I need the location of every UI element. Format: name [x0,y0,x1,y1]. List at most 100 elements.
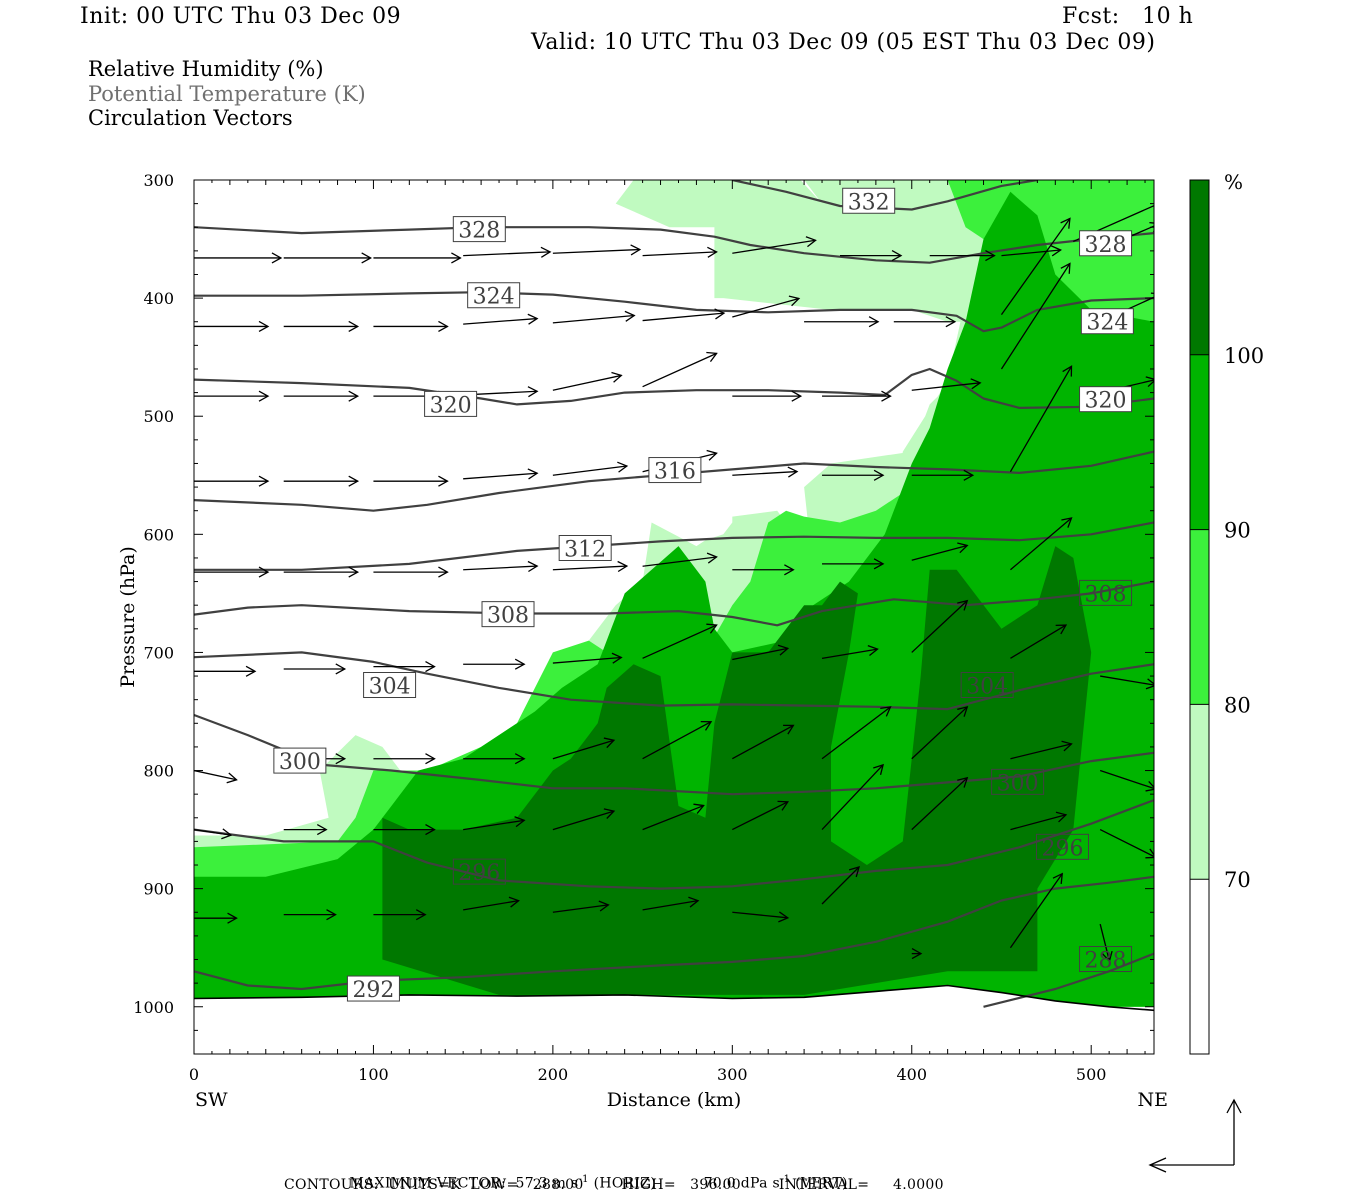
y-tick-label: 700 [143,643,174,662]
theta-contour-308 [194,580,1154,627]
circulation-vector [373,824,436,836]
circulation-vector [911,706,969,760]
contour-label-312: 312 [558,534,612,562]
x-tick-label: 0 [189,1065,199,1084]
theta-contour-312 [194,521,1154,571]
circulation-vector [373,252,462,264]
circulation-vector [1100,675,1154,690]
svg-text:304: 304 [966,675,1008,700]
theta-contour-304 [194,651,1154,711]
circulation-vector [642,720,713,760]
contour-label-304: 304 [363,672,417,700]
circulation-vector [283,566,360,578]
circulation-vector [194,475,270,487]
contour-label-292: 292 [346,975,400,1003]
circulation-vector [194,828,233,840]
circulation-vector [373,475,449,487]
svg-text:328: 328 [458,219,500,244]
valid-time: Valid: 10 UTC Thu 03 Dec 09 (05 EST Thu … [531,30,1156,55]
circulation-vector [283,824,328,836]
colorbar-unit: % [1224,170,1243,194]
contour-info: CONTOURS: UNITS=K LOW= 288.00 HIGH= 396.… [284,1177,944,1193]
circulation-vector [194,320,270,333]
svg-text:316: 316 [654,460,696,485]
circulation-vector [1099,769,1154,792]
x-axis-title: Distance (km) [607,1089,742,1111]
reference-vector-icon [1148,1098,1242,1173]
svg-text:296: 296 [458,861,500,886]
colorbar-segment [1190,529,1209,705]
circulation-vector [463,246,552,258]
svg-text:300: 300 [997,771,1039,796]
circulation-vector [821,763,885,831]
vert-max-value: 70.0 dPa s [703,1175,780,1192]
svg-text:292: 292 [352,978,394,1003]
circulation-vector [732,466,799,478]
contour-label-328: 328 [1079,230,1133,258]
x-tick-label: 100 [358,1065,389,1084]
circulation-vector [732,390,803,402]
circulation-vector [642,351,718,388]
x-tick-label: 300 [717,1065,748,1084]
circulation-vector [822,558,885,570]
circulation-vector [463,753,526,765]
init-time: Init: 00 UTC Thu 03 Dec 09 [80,4,402,29]
circulation-vector [1009,872,1064,949]
colorbar-segment [1190,879,1209,1054]
circulation-vector [283,475,360,487]
field-label-theta: Potential Temperature (K) [88,82,366,106]
contour-label-304: 304 [960,672,1014,700]
circulation-vector [194,390,270,402]
max-vector-label: MAXIMUM VECTOR: [349,1175,506,1192]
circulation-vector [373,753,436,765]
circulation-vector [732,564,795,576]
circulation-vector [911,948,923,960]
y-tick-label: 600 [143,525,174,544]
circulation-vector [552,652,623,664]
contour-label-308: 308 [481,601,535,629]
svg-text:300: 300 [279,750,321,775]
max-vector-line: MAXIMUM VECTOR: 57.3 m s-1 (HORIZ) 70.0 … [340,1158,848,1192]
circulation-vector [642,896,700,911]
terrain-line [193,984,1155,1012]
circulation-vector [1000,217,1071,316]
circulation-vector [642,246,718,258]
rh-region-100 [382,546,1092,995]
svg-text:296: 296 [1041,836,1083,861]
plot-frame [193,179,1155,1055]
circulation-vector [1010,811,1068,831]
circulation-vector [463,816,526,831]
contour-label-332: 332 [842,187,896,215]
contour-label-288: 288 [1079,946,1133,974]
circulation-vector [822,390,892,402]
circulation-vector [732,800,790,831]
x-tick-label: 200 [538,1065,569,1084]
colorbar-frame [1189,179,1210,1055]
contour-label-300: 300 [991,768,1045,796]
circulation-vector [911,542,969,561]
circulation-vector [552,560,629,573]
circulation-vector [1099,923,1113,963]
circulation-vector [1010,624,1068,659]
circulation-vector [463,560,539,573]
circulation-vector [1000,262,1071,370]
contour-label-328: 328 [452,216,506,244]
below-ground-mask [194,985,1154,1054]
circulation-vector [911,599,969,653]
forecast-hour: Fcst: 10 h [1062,4,1194,29]
x-endpoint-ne: NE [1138,1089,1169,1111]
colorbar-segment [1190,180,1209,355]
circulation-vector [642,552,718,567]
horiz-max-value: 57.3 m s [515,1175,579,1192]
circulation-vector [194,665,257,677]
circulation-vector [1010,740,1073,760]
circulation-vector [911,776,969,831]
circulation-vector [642,803,705,831]
circulation-vector [893,316,957,328]
circulation-vector [463,468,539,480]
circulation-vector [1001,245,1063,257]
circulation-vector [194,769,238,784]
circulation-vector [1010,517,1073,571]
circulation-vector [463,896,520,911]
